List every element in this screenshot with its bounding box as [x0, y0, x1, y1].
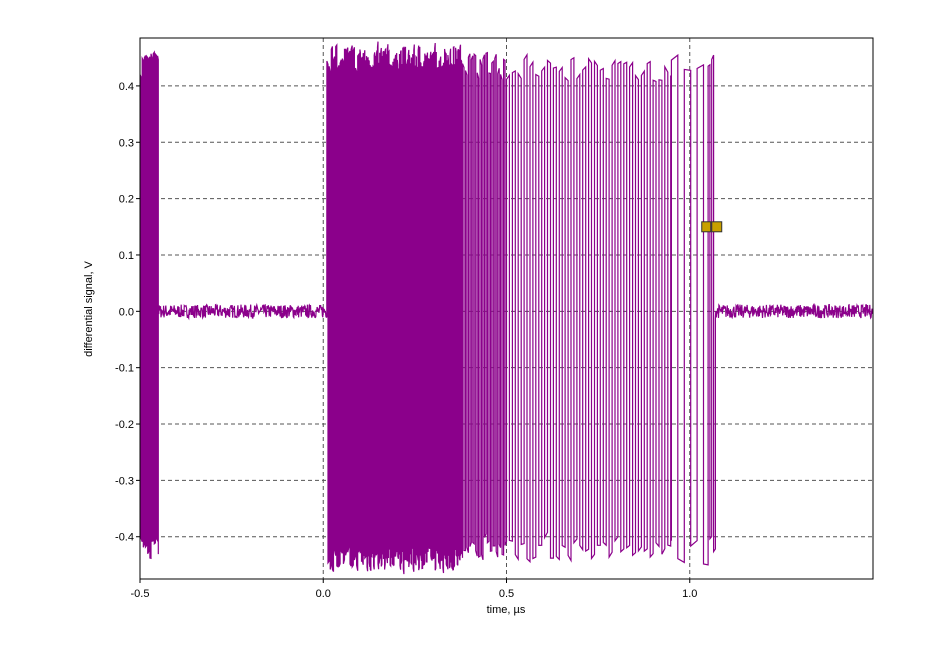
y-tick-label: 0.4: [119, 81, 134, 93]
y-tick-label: 0.1: [119, 250, 134, 262]
marker-handle-left[interactable]: [701, 221, 712, 233]
x-tick-label: 0.0: [316, 588, 331, 600]
y-tick-label: -0.4: [115, 532, 134, 544]
y-axis-ticks: -0.4 -0.3 -0.2 -0.1 0.0 0.1 0.2 0.3 0.4: [115, 81, 140, 544]
x-tick-label: 0.5: [499, 588, 514, 600]
cursor-marker[interactable]: [701, 221, 723, 233]
marker-handle-right[interactable]: [711, 221, 723, 233]
x-tick-label: -0.5: [131, 588, 150, 600]
signal-line: [139, 41, 874, 575]
signal-trace: [139, 41, 874, 575]
y-tick-label: 0.2: [119, 194, 134, 206]
x-axis-title: time, µs: [487, 604, 526, 616]
x-tick-label: 1.0: [682, 588, 697, 600]
y-tick-label: -0.2: [115, 419, 134, 431]
y-tick-label: 0.0: [119, 306, 134, 318]
y-axis-title: differential signal, V: [83, 260, 95, 356]
x-axis-ticks: -0.5 0.0 0.5 1.0: [131, 579, 697, 600]
y-tick-label: -0.1: [115, 363, 134, 375]
y-tick-label: -0.3: [115, 475, 134, 487]
y-tick-label: 0.3: [119, 137, 134, 149]
